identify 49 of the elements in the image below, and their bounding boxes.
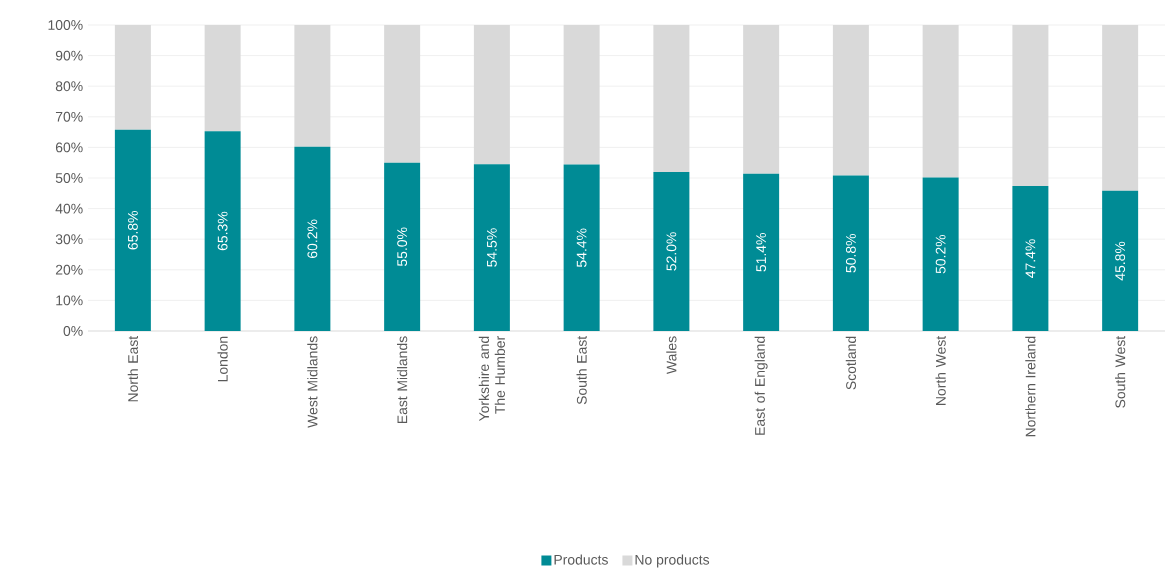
data-label: 52.0% <box>666 232 677 271</box>
x-tick-label: Northern Ireland <box>1025 336 1036 437</box>
bar <box>294 146 331 331</box>
y-tick-label: 90% <box>55 50 83 61</box>
bar <box>563 164 600 331</box>
data-label: 65.3% <box>217 211 228 251</box>
x-tick-label: East Midlands <box>397 336 408 424</box>
x-tick-label: Scotland <box>845 336 857 390</box>
data-label: 50.8% <box>845 234 856 273</box>
y-tick-label: 60% <box>55 142 83 153</box>
data-label: 47.4% <box>1025 239 1036 278</box>
x-tick-label: London <box>217 336 228 382</box>
y-tick-label: 40% <box>55 203 83 214</box>
y-tick-label: 100% <box>48 20 83 30</box>
bar <box>1012 185 1049 331</box>
data-label: 55.0% <box>397 227 408 267</box>
x-tick-label: Wales <box>666 336 677 375</box>
bar <box>473 164 510 331</box>
bar <box>204 131 241 331</box>
legend-label: Products <box>554 554 608 565</box>
y-tick-label: 30% <box>55 234 83 245</box>
legend-label: No products <box>635 554 710 568</box>
data-label: 50.2% <box>935 234 946 274</box>
y-tick-label: 80% <box>55 81 83 92</box>
y-tick-label: 70% <box>55 111 83 122</box>
bar <box>384 162 421 331</box>
x-tick-label: South East <box>576 335 587 405</box>
x-tick-label: North East <box>127 335 138 402</box>
y-tick-label: 0% <box>63 326 83 336</box>
y-tick-label: 50% <box>55 173 83 183</box>
data-label: 54.5% <box>486 228 497 267</box>
bar <box>743 173 780 331</box>
data-label: 65.8% <box>127 211 138 250</box>
x-tick-label: North West <box>935 335 946 405</box>
y-tick-label: 20% <box>55 264 83 275</box>
bar <box>832 175 869 331</box>
data-label: 51.4% <box>756 233 767 272</box>
bar <box>653 171 690 331</box>
x-tick-label: Yorkshire and The Humber <box>478 336 505 422</box>
data-label: 45.8% <box>1115 241 1126 281</box>
x-tick-label: West Midlands <box>307 336 318 428</box>
bar <box>922 177 959 331</box>
y-tick-label: 10% <box>56 295 83 306</box>
data-label: 54.4% <box>576 228 587 267</box>
x-tick-label: East of England <box>754 336 768 435</box>
x-tick-label: South West <box>1115 335 1126 408</box>
bar <box>1102 190 1139 331</box>
data-label: 60.2% <box>307 219 318 258</box>
bar <box>114 129 151 331</box>
